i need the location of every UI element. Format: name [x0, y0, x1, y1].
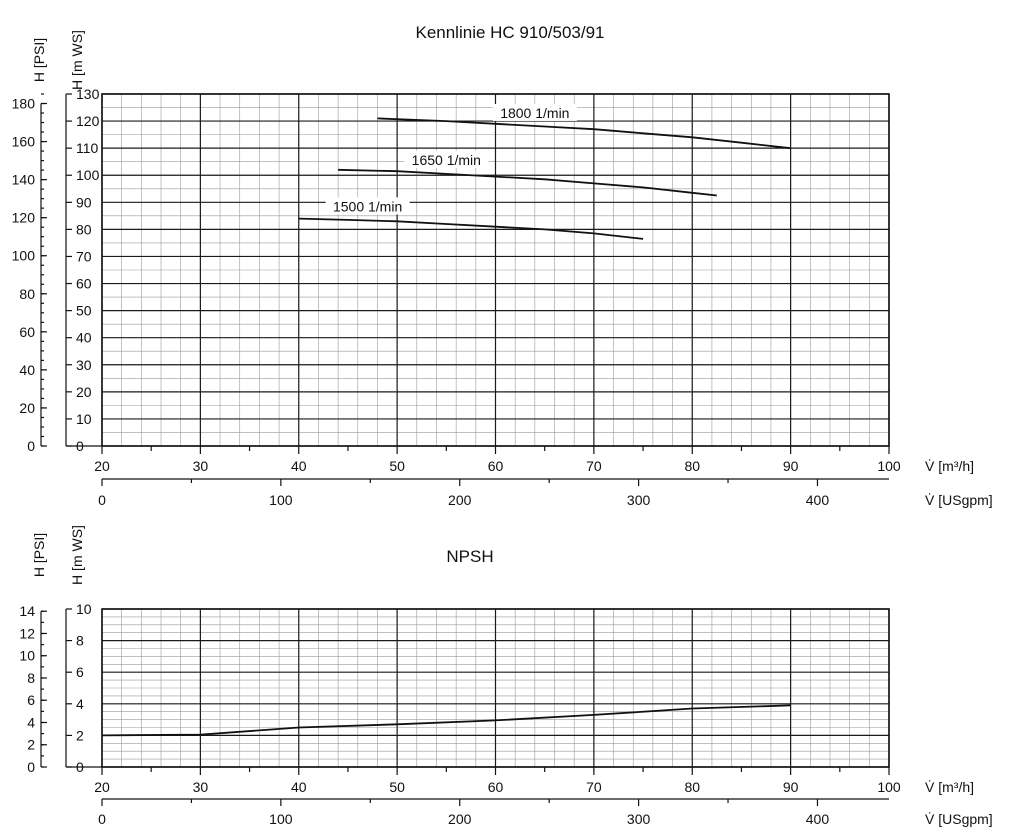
y2-tick-label: 60	[19, 324, 35, 340]
y2-tick-label: 40	[19, 362, 35, 378]
x-tick-label: 30	[193, 779, 209, 795]
x2-axis-title: V̇ [USgpm]	[925, 492, 993, 508]
y-tick-label: 0	[76, 438, 84, 454]
x2-tick-label: 400	[806, 811, 830, 827]
x-axis-title: V̇ [m³/h]	[925, 458, 974, 474]
series-label: 1500 1/min	[333, 198, 402, 214]
y2-axis-title: H [PSI]	[31, 38, 47, 82]
y-tick-label: 6	[76, 664, 84, 680]
y2-tick-label: 10	[19, 648, 35, 664]
series-line	[101, 704, 791, 737]
x2-tick-label: 0	[98, 492, 106, 508]
series-line	[338, 168, 717, 197]
y-tick-label: 4	[76, 696, 84, 712]
x-tick-label: 100	[877, 779, 901, 795]
y2-tick-label: 2	[27, 737, 35, 753]
y2-tick-label: 160	[12, 134, 36, 150]
x-tick-label: 90	[783, 458, 799, 474]
x-tick-label: 30	[193, 458, 209, 474]
y-tick-label: 50	[76, 303, 92, 319]
x-tick-label: 100	[877, 458, 901, 474]
y2-tick-label: 180	[12, 96, 36, 112]
head-curve-chart: Kennlinie HC 910/503/91 0 10 20 30 40 50 60 70 80…	[12, 23, 993, 508]
y-tick-label: 10	[76, 601, 92, 617]
y-tick-label: 90	[76, 194, 92, 210]
chart-title: NPSH	[446, 547, 493, 566]
y-tick-label: 8	[76, 633, 84, 649]
y2-tick-label: 0	[27, 759, 35, 775]
y-tick-label: 0	[76, 759, 84, 775]
x-tick-label: 60	[488, 458, 504, 474]
x-tick-label: 50	[389, 779, 405, 795]
y2-tick-label: 12	[19, 625, 35, 641]
y-tick-label: 100	[76, 167, 100, 183]
y2-tick-label: 20	[19, 400, 35, 416]
chart-title: Kennlinie HC 910/503/91	[415, 23, 604, 42]
y-tick-label: 120	[76, 113, 100, 129]
x-tick-label: 70	[586, 458, 602, 474]
series-label-bg	[404, 150, 489, 168]
x2-tick-label: 200	[448, 811, 472, 827]
x-tick-label: 80	[684, 458, 700, 474]
x-tick-label: 60	[488, 779, 504, 795]
y2-tick-label: 8	[27, 670, 35, 686]
y-axis-title: H [m WS]	[69, 30, 85, 90]
x-tick-label: 40	[291, 458, 307, 474]
x-tick-label: 50	[389, 458, 405, 474]
x-tick-label: 20	[94, 458, 110, 474]
series-label: 1800 1/min	[500, 105, 569, 121]
y-tick-label: 10	[76, 411, 92, 427]
y2-tick-label: 14	[19, 603, 35, 619]
series-line	[377, 117, 791, 150]
y2-tick-label: 120	[12, 210, 36, 226]
y-axis-title: H [m WS]	[69, 525, 85, 585]
y-tick-label: 110	[76, 140, 99, 156]
y-tick-label: 2	[76, 727, 84, 743]
x-tick-label: 70	[586, 779, 602, 795]
x2-tick-label: 200	[448, 492, 472, 508]
y-tick-label: 30	[76, 357, 92, 373]
x2-tick-label: 300	[627, 492, 651, 508]
y-tick-label: 70	[76, 248, 92, 264]
x-tick-label: 20	[94, 779, 110, 795]
x2-tick-label: 100	[269, 492, 293, 508]
x-tick-label: 80	[684, 779, 700, 795]
x-tick-label: 90	[783, 779, 799, 795]
series-label-bg	[492, 103, 577, 121]
x2-tick-label: 300	[627, 811, 651, 827]
y2-tick-label: 100	[12, 248, 36, 264]
series-label-bg	[325, 197, 410, 215]
series-label: 1650 1/min	[412, 152, 481, 168]
x2-tick-label: 0	[98, 811, 106, 827]
x2-tick-label: 400	[806, 492, 830, 508]
x2-axis-title: V̇ [USgpm]	[925, 811, 993, 827]
y2-tick-label: 140	[12, 172, 36, 188]
x-tick-label: 40	[291, 779, 307, 795]
y-tick-label: 130	[76, 86, 100, 102]
y-tick-label: 40	[76, 330, 92, 346]
x2-tick-label: 100	[269, 811, 293, 827]
y2-tick-label: 80	[19, 286, 35, 302]
y-tick-label: 80	[76, 221, 92, 237]
x-axis-title: V̇ [m³/h]	[925, 779, 974, 795]
y2-tick-label: 4	[27, 714, 35, 730]
y-tick-label: 60	[76, 276, 92, 292]
y2-tick-label: 6	[27, 692, 35, 708]
y-tick-label: 20	[76, 384, 92, 400]
y2-tick-label: 0	[27, 438, 35, 454]
series-line	[298, 217, 644, 240]
y2-axis-title: H [PSI]	[31, 533, 47, 577]
